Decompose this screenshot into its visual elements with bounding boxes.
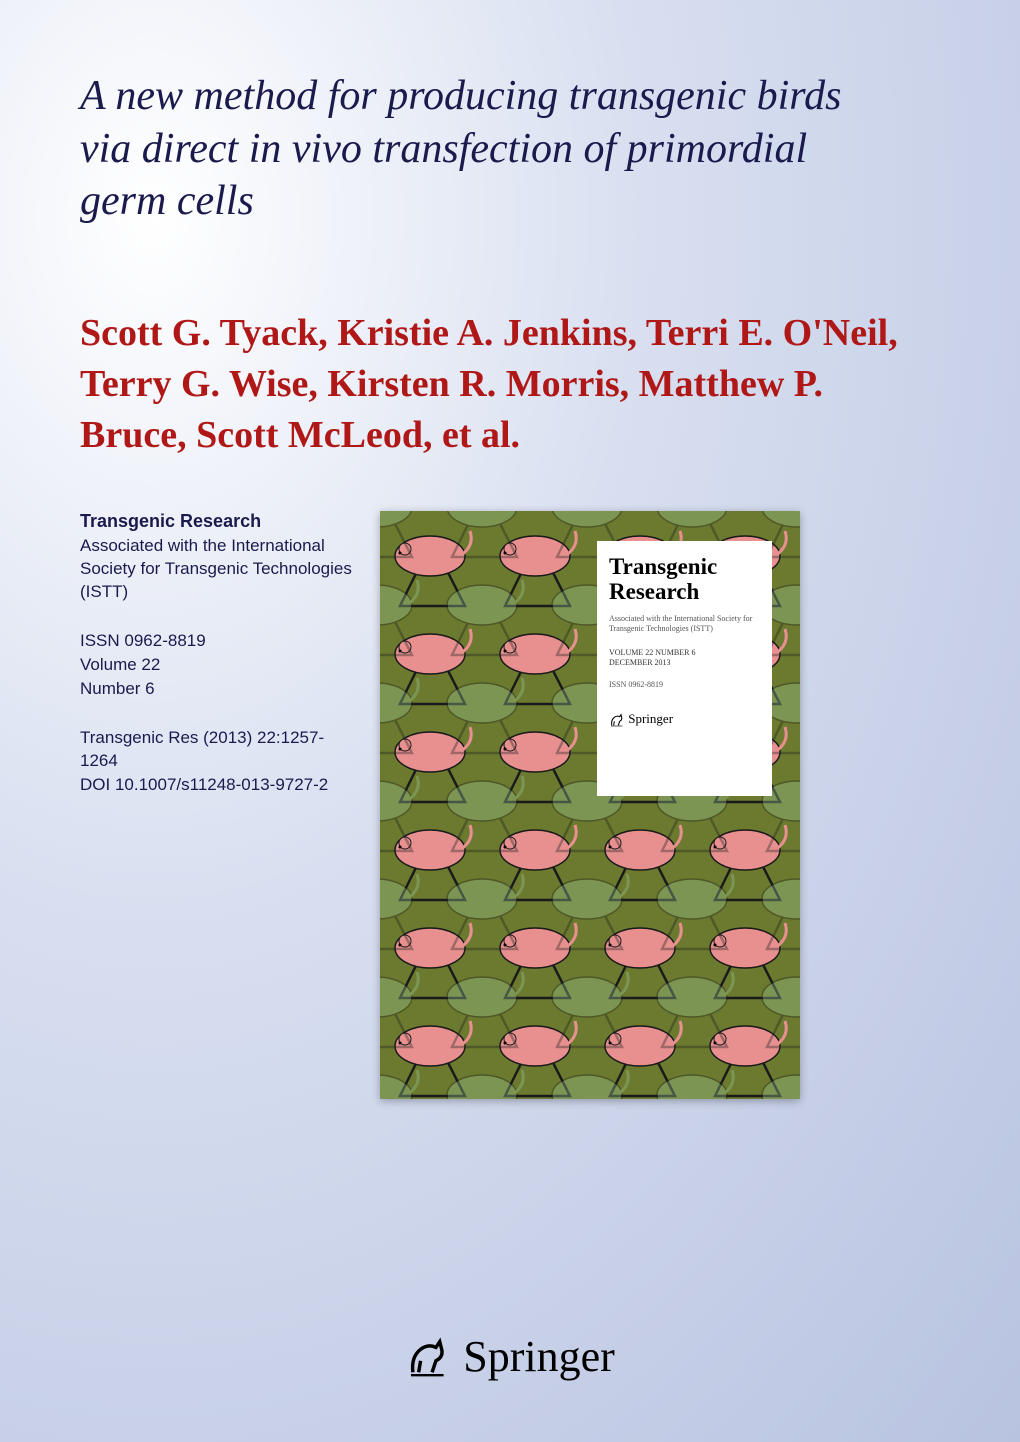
publisher-name: Springer [463, 1331, 615, 1382]
journal-name: Transgenic Research [80, 511, 360, 532]
number-text: Number 6 [80, 677, 360, 701]
journal-cover-thumbnail: Transgenic Research Associated with the … [380, 511, 800, 1099]
citation-block: Transgenic Res (2013) 22:1257-1264 DOI 1… [80, 726, 360, 797]
citation-text: Transgenic Res (2013) 22:1257-1264 [80, 726, 360, 774]
springer-horse-icon [405, 1334, 451, 1380]
volume-text: Volume 22 [80, 653, 360, 677]
doi-text: DOI 10.1007/s11248-013-9727-2 [80, 773, 360, 797]
cover-page: A new method for producing transgenic bi… [0, 0, 1020, 1442]
cover-info-box: Transgenic Research Associated with the … [597, 541, 772, 796]
metadata-column: Transgenic Research Associated with the … [80, 511, 360, 797]
article-authors: Scott G. Tyack, Kristie A. Jenkins, Terr… [80, 308, 900, 462]
journal-association: Associated with the International Societ… [80, 535, 360, 604]
cover-journal-title: Transgenic Research [609, 555, 760, 603]
issn-block: ISSN 0962-8819 Volume 22 Number 6 [80, 629, 360, 700]
cover-association: Associated with the International Societ… [609, 614, 760, 634]
issn-text: ISSN 0962-8819 [80, 629, 360, 653]
springer-horse-icon [609, 712, 625, 728]
cover-publisher: Springer [609, 711, 760, 728]
metadata-row: Transgenic Research Associated with the … [80, 511, 940, 1099]
article-title: A new method for producing transgenic bi… [80, 70, 900, 228]
cover-issn: ISSN 0962-8819 [609, 680, 760, 689]
cover-volume-info: VOLUME 22 NUMBER 6 DECEMBER 2013 [609, 648, 760, 669]
publisher-logo: Springer [405, 1331, 615, 1382]
